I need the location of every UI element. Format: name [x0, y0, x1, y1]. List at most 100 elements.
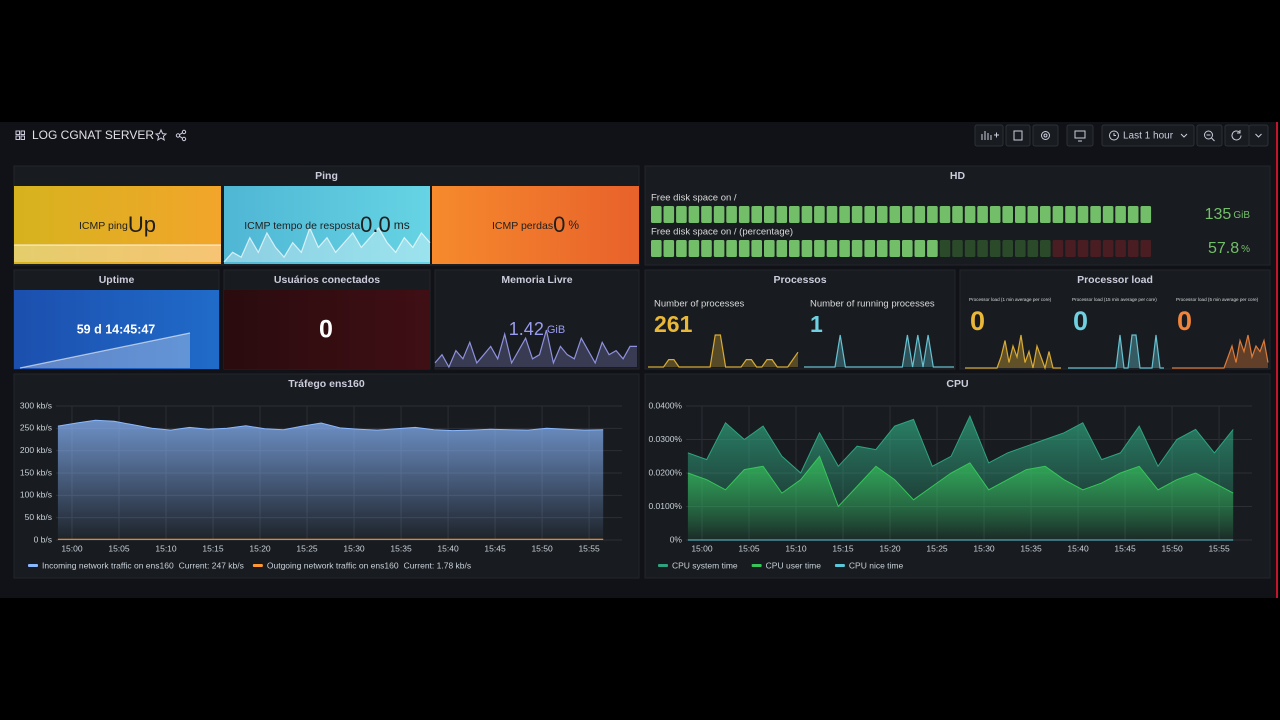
gauge-cell: [776, 240, 788, 257]
x-tick-label: 15:50: [1161, 543, 1183, 553]
stat-text: 1.42 GiB: [509, 319, 565, 339]
y-tick-label: 0.0400%: [648, 400, 682, 410]
gauge-cell: [864, 206, 875, 223]
stat-label: Number of running processes: [810, 299, 935, 310]
gauge-cell: [713, 206, 725, 223]
stat-tile: [224, 290, 430, 369]
gauge-cell: [1015, 240, 1026, 257]
gauge-cell: [1115, 240, 1126, 257]
gauge-cell: [726, 206, 737, 223]
gauge-cell: [1077, 240, 1089, 257]
save-button[interactable]: [1005, 124, 1031, 147]
stat-value: 1: [810, 311, 823, 337]
x-tick-label: 15:35: [390, 543, 412, 553]
sparkline: [1172, 334, 1269, 369]
gauge-cell: [1140, 240, 1152, 257]
gauge-cell: [939, 240, 951, 257]
series-area: [687, 456, 1234, 540]
y-tick-label: 50 kb/s: [25, 512, 52, 522]
x-tick-label: 15:50: [531, 543, 553, 553]
gauge-cell: [789, 206, 800, 223]
stat-value: 1.42: [509, 319, 544, 339]
stat-text: ICMP tempo de resposta0.0 ms: [244, 212, 410, 237]
legend-swatch: [834, 564, 845, 567]
stat-value: Up: [128, 212, 156, 237]
dashboard-title[interactable]: LOG CGNAT SERVER: [32, 128, 154, 142]
x-tick-label: 15:25: [296, 543, 318, 553]
gauge-cell: [952, 206, 963, 223]
gauge-cell: [889, 240, 901, 257]
gauge-cell: [663, 206, 675, 223]
y-tick-label: 250 kb/s: [20, 423, 52, 433]
stat-tile: [14, 290, 219, 369]
time-picker[interactable]: [1101, 124, 1195, 147]
gauge-cell: [814, 206, 825, 223]
gauge-cell: [952, 240, 963, 257]
gauge-cell: [839, 206, 850, 223]
bar-gauge: [651, 206, 1152, 223]
stat-value: 0: [553, 212, 565, 237]
gauge-cell: [801, 206, 813, 223]
panel-title: Uptime: [99, 274, 135, 286]
x-tick-label: 15:45: [1114, 543, 1136, 553]
gauge-cell: [1065, 206, 1076, 223]
x-tick-label: 15:30: [343, 543, 365, 553]
gauge-cell: [989, 206, 1001, 223]
series-line: [57, 419, 604, 432]
gauge-cell: [839, 240, 850, 257]
stat-label: ICMP ping: [79, 220, 128, 232]
gauge-cell: [688, 240, 700, 257]
gauge-cell: [1077, 206, 1089, 223]
gauge-cell: [751, 240, 762, 257]
gauge-cell: [1052, 240, 1064, 257]
gauge-cell: [939, 206, 951, 223]
stat-value: 0.0: [360, 212, 391, 237]
stat-label: Processor load (5 min average per core): [1176, 297, 1259, 302]
sparkline: [965, 334, 1061, 371]
x-tick-label: 15:15: [832, 543, 854, 553]
add-panel-button[interactable]: [974, 124, 1004, 147]
x-tick-label: 15:05: [738, 543, 760, 553]
gauge-value: 135: [1205, 206, 1232, 223]
star-button[interactable]: [154, 128, 168, 142]
gauge-cell: [1090, 206, 1101, 223]
stat-tile: [432, 186, 639, 264]
refresh-interval[interactable]: [1248, 124, 1269, 147]
panel-title: Memoria Livre: [501, 274, 572, 286]
gauge-cell: [1090, 240, 1101, 257]
sparkline-area: [1068, 335, 1164, 368]
sparkline-area: [1172, 335, 1268, 368]
y-tick-label: 0 b/s: [34, 534, 52, 544]
gauge-cell: [1015, 206, 1026, 223]
series-area: [57, 420, 604, 540]
panel-title: CPU: [946, 378, 968, 390]
y-tick-label: 0%: [670, 534, 683, 544]
panel-title: Processos: [773, 274, 826, 286]
legend-swatch: [751, 564, 762, 567]
gauge-cell: [789, 240, 800, 257]
y-tick-label: 0.0200%: [648, 467, 682, 477]
panel-title: HD: [950, 170, 966, 182]
refresh-button[interactable]: [1224, 124, 1250, 147]
legend-label: CPU user time: [766, 560, 822, 570]
share-button[interactable]: [175, 129, 187, 142]
y-tick-label: 0.0300%: [648, 434, 682, 444]
sparkline-area: [435, 330, 637, 367]
legend-swatch: [28, 564, 38, 567]
x-tick-label: 15:10: [785, 543, 807, 553]
stat-label: Number of processes: [654, 299, 745, 310]
legend-label: CPU nice time: [849, 560, 904, 570]
time-range[interactable]: Last 1 hour: [1123, 131, 1174, 142]
series-line: [687, 414, 1234, 474]
gauge-cell: [914, 240, 926, 257]
x-tick-label: 15:20: [249, 543, 271, 553]
gauge-cell: [738, 206, 750, 223]
bar-gauge: [651, 240, 1152, 257]
panel-title: Usuários conectados: [274, 274, 380, 286]
tv-mode-button[interactable]: [1066, 124, 1094, 147]
sparkline: [223, 226, 431, 263]
gauge-cell: [876, 240, 888, 257]
gauge-cell: [738, 240, 750, 257]
settings-button[interactable]: [1032, 124, 1059, 147]
